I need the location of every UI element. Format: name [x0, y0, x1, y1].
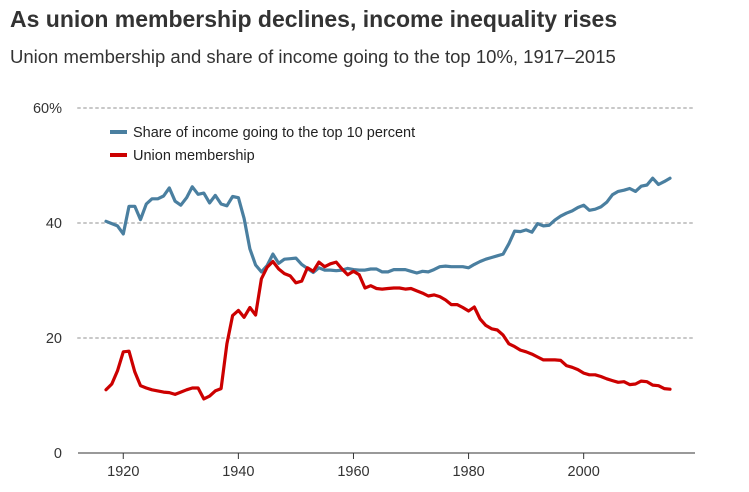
legend-label-union-membership: Union membership	[133, 148, 255, 164]
series-lines	[104, 176, 672, 401]
y-tick-label: 40	[46, 216, 62, 232]
x-tick-label: 1960	[337, 464, 369, 480]
y-tick-label: 0	[54, 446, 62, 462]
x-tick-label: 1940	[222, 464, 254, 480]
x-tick-label: 1980	[452, 464, 484, 480]
legend-label-top-10-income-share: Share of income going to the top 10 perc…	[133, 125, 415, 141]
y-tick-label: 60%	[33, 101, 62, 117]
series-line-union-membership	[104, 259, 672, 401]
legend: Share of income going to the top 10 perc…	[110, 125, 415, 164]
x-tick-label: 2000	[568, 464, 600, 480]
chart-subtitle: Union membership and share of income goi…	[10, 46, 616, 67]
gridlines	[77, 107, 696, 454]
series-line-top-10-income-share	[104, 176, 672, 275]
y-tick-label: 20	[46, 331, 62, 347]
chart-title: As union membership declines, income ine…	[10, 6, 618, 32]
y-axis: 0 20 40 60%	[33, 101, 62, 462]
x-axis: 1920 1940 1960 1980 2000	[107, 453, 600, 480]
x-tick-label: 1920	[107, 464, 139, 480]
